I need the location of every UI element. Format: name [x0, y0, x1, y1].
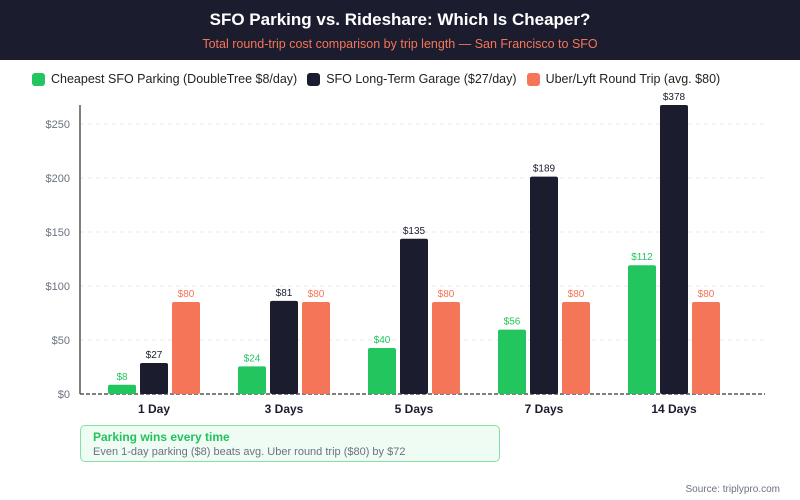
- x-tick-label: 7 Days: [525, 402, 564, 416]
- legend-item: Uber/Lyft Round Trip (avg. $80): [526, 72, 721, 86]
- data-label: $189: [533, 164, 556, 175]
- data-label: $112: [631, 252, 653, 263]
- data-label: $81: [276, 288, 293, 299]
- legend-item: SFO Long-Term Garage ($27/day): [307, 72, 517, 86]
- data-label: $80: [438, 289, 455, 300]
- bar: [432, 302, 460, 394]
- header: SFO Parking vs. Rideshare: Which Is Chea…: [0, 0, 800, 60]
- y-tick-label: $200: [46, 173, 70, 185]
- data-label: $27: [146, 350, 163, 361]
- bar: [172, 302, 200, 394]
- bar: [140, 362, 168, 394]
- legend-swatch: [526, 72, 540, 86]
- bar: [400, 238, 428, 394]
- bar: [368, 348, 396, 394]
- y-tick-label: $100: [46, 281, 70, 293]
- x-tick-label: 5 Days: [395, 402, 434, 416]
- data-label: $40: [374, 335, 391, 346]
- legend-label: SFO Long-Term Garage ($27/day): [326, 72, 517, 86]
- callout-title: Parking wins every time: [93, 430, 230, 444]
- y-tick-label: $150: [46, 227, 70, 239]
- legend-label: Cheapest SFO Parking (DoubleTree $8/day): [51, 72, 298, 86]
- legend: Cheapest SFO Parking (DoubleTree $8/day)…: [32, 72, 730, 86]
- data-label: $80: [308, 289, 325, 300]
- bar: [530, 176, 558, 394]
- data-label: $135: [403, 226, 426, 237]
- bar: [660, 105, 688, 394]
- data-label: $80: [568, 289, 585, 300]
- x-tick-label: 1 Day: [138, 402, 170, 416]
- data-label: $378: [663, 92, 686, 103]
- bar: [302, 302, 330, 394]
- bar: [238, 366, 266, 394]
- bar: [270, 300, 298, 394]
- data-label: $56: [504, 317, 521, 328]
- bar: [108, 384, 136, 394]
- bar: [498, 329, 526, 394]
- legend-label: Uber/Lyft Round Trip (avg. $80): [545, 72, 721, 86]
- data-label: $80: [698, 289, 715, 300]
- y-tick-label: $250: [46, 119, 70, 131]
- x-tick-label: 14 Days: [651, 402, 697, 416]
- chart-subtitle: Total round-trip cost comparison by trip…: [202, 37, 598, 51]
- bar: [692, 302, 720, 394]
- bar: [628, 265, 656, 394]
- data-label: $8: [116, 372, 128, 383]
- bar: [562, 302, 590, 394]
- legend-swatch: [32, 72, 45, 86]
- callout-text: Even 1-day parking ($8) beats avg. Uber …: [93, 446, 406, 458]
- y-tick-label: $50: [52, 335, 70, 347]
- x-tick-label: 3 Days: [265, 402, 304, 416]
- source-note: Source: triplypro.com: [685, 484, 780, 495]
- y-tick-label: $0: [58, 389, 70, 401]
- data-label: $24: [244, 353, 261, 364]
- legend-swatch: [307, 72, 321, 86]
- data-label: $80: [178, 289, 195, 300]
- legend-item: Cheapest SFO Parking (DoubleTree $8/day): [32, 72, 297, 86]
- callout-box: Parking wins every time Even 1-day parki…: [80, 425, 500, 462]
- chart-title: SFO Parking vs. Rideshare: Which Is Chea…: [209, 10, 591, 29]
